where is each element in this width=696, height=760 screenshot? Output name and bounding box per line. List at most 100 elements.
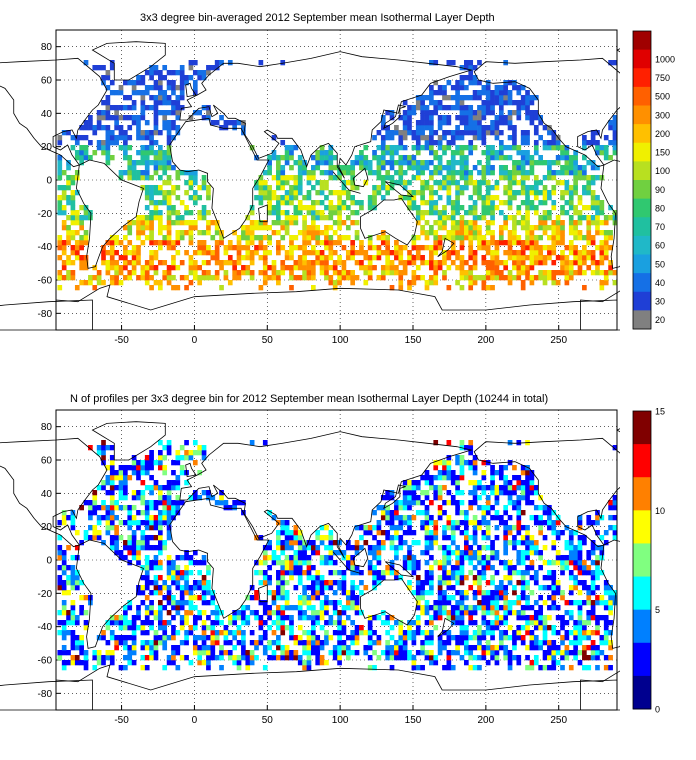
chart1-bin	[376, 245, 382, 251]
chart2-bin	[219, 655, 224, 661]
chart1-bin	[136, 220, 141, 226]
chart1-bin	[319, 190, 325, 196]
chart1-bin	[306, 235, 312, 241]
chart1-colorbar-label-11: 300	[655, 110, 670, 120]
chart2-bin	[153, 650, 159, 656]
chart2-bin	[446, 535, 452, 541]
chart2-bin	[442, 610, 447, 616]
chart2-bin	[420, 580, 425, 586]
chart2-bin	[241, 610, 246, 616]
chart2-bin	[328, 620, 334, 626]
chart2-bin	[507, 495, 513, 501]
chart2-bin	[179, 640, 185, 646]
chart2-bin	[472, 500, 478, 506]
chart1-bin	[442, 95, 447, 101]
chart1-bin	[512, 125, 517, 131]
chart2-bin	[520, 605, 526, 611]
chart2-bin	[411, 485, 417, 491]
chart1-bin	[573, 270, 578, 276]
chart2-bin	[398, 630, 404, 636]
chart1-bin	[472, 250, 478, 256]
chart2-bin	[61, 510, 67, 516]
chart1-bin	[468, 210, 474, 216]
chart1-bin	[586, 190, 592, 196]
chart1-bin	[464, 185, 469, 191]
chart1-bin	[153, 200, 159, 206]
chart2-bin	[411, 570, 417, 576]
chart1-colorbar-swatch-5	[633, 124, 651, 144]
chart2-bin	[612, 530, 618, 536]
chart2-bin	[595, 595, 600, 601]
chart1-bin	[577, 265, 583, 271]
chart2-bin	[297, 610, 303, 616]
chart1-bin	[498, 100, 504, 106]
chart1-bin	[481, 85, 487, 91]
chart2-bin	[70, 635, 76, 641]
chart2-bin	[262, 635, 268, 641]
chart2-bin	[206, 495, 211, 501]
chart1-bin	[477, 225, 482, 231]
chart2-bin	[192, 645, 198, 651]
chart2-bin	[490, 550, 495, 556]
chart2-bin	[542, 620, 548, 626]
chart2-bin	[188, 595, 194, 601]
chart2-bin	[442, 485, 447, 491]
chart2-bin	[459, 455, 465, 461]
chart1-bin	[258, 175, 264, 181]
chart1-bin	[315, 250, 321, 256]
chart1-bin	[206, 250, 211, 256]
chart1-bin	[297, 245, 303, 251]
chart2-bin	[464, 525, 469, 531]
chart2-bin	[603, 600, 609, 606]
chart2-bin	[547, 510, 552, 516]
chart1-bin	[551, 280, 557, 286]
chart1-bin	[516, 115, 522, 121]
chart1-bin	[424, 210, 430, 216]
chart1-bin	[433, 140, 439, 146]
chart1-bin	[232, 275, 237, 281]
chart1-bin	[293, 195, 299, 201]
chart1-bin	[350, 180, 356, 186]
chart2-bin	[542, 615, 548, 621]
chart1-bin	[433, 155, 439, 161]
chart1-bin	[280, 195, 286, 201]
chart1-bin	[533, 250, 539, 256]
chart1-bin	[136, 250, 141, 256]
chart1-bin	[158, 285, 163, 291]
chart1-bin	[328, 205, 334, 211]
chart1-bin	[311, 235, 316, 241]
chart1-bin	[158, 85, 163, 91]
chart2-bin	[376, 655, 382, 661]
chart2-bin	[70, 620, 76, 626]
chart1-bin	[158, 145, 163, 151]
chart2-bin	[525, 475, 530, 481]
chart1-bin	[114, 115, 119, 121]
chart1-bin	[201, 260, 207, 266]
chart2-bin	[210, 620, 216, 626]
chart2-bin	[149, 505, 154, 511]
chart1-bin	[608, 140, 613, 146]
chart1-bin	[297, 190, 303, 196]
chart2-bin	[420, 645, 425, 651]
chart1-bin	[560, 240, 565, 246]
chart1-bin	[494, 245, 500, 251]
chart1-bin	[525, 245, 530, 251]
chart2-bin	[455, 555, 460, 561]
chart1-bin	[192, 265, 198, 271]
chart1-bin	[590, 130, 596, 136]
chart1-bin	[420, 180, 425, 186]
chart2-bin	[380, 650, 386, 656]
chart1-bin	[328, 165, 334, 171]
chart1-bin	[498, 225, 504, 231]
chart1-bin	[315, 215, 321, 221]
chart1-bin	[612, 120, 618, 126]
chart1-bin	[171, 210, 176, 216]
chart2-bin	[468, 550, 474, 556]
chart1-bin	[297, 180, 303, 186]
chart1-bin	[490, 230, 495, 236]
chart2-bin	[262, 560, 268, 566]
chart1-bin	[306, 230, 312, 236]
chart2-bin	[608, 655, 613, 661]
chart1-bin	[249, 220, 255, 226]
chart1-bin	[359, 155, 364, 161]
